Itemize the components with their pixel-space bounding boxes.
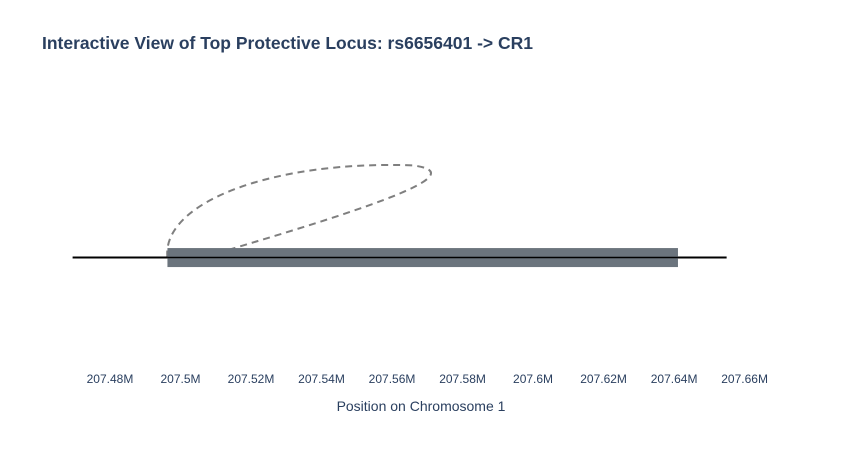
x-tick-label: 207.56M xyxy=(369,372,416,386)
x-tick-label: 207.52M xyxy=(228,372,275,386)
x-tick-label: 207.64M xyxy=(651,372,698,386)
snp-gene-link xyxy=(166,163,432,259)
x-axis-title: Position on Chromosome 1 xyxy=(337,398,506,414)
track-layer xyxy=(72,248,727,268)
x-tick-label: 207.58M xyxy=(439,372,486,386)
x-axis-ticks: 207.48M 207.5M 207.52M 207.54M 207.56M 207.58… xyxy=(87,372,768,386)
x-tick-label: 207.5M xyxy=(160,372,200,386)
link-layer xyxy=(166,163,432,259)
x-tick-label: 207.48M xyxy=(87,372,134,386)
x-tick-label: 207.66M xyxy=(721,372,768,386)
x-tick-label: 207.54M xyxy=(298,372,345,386)
x-tick-label: 207.6M xyxy=(513,372,553,386)
chart-title: Interactive View of Top Protective Locus… xyxy=(42,33,533,53)
x-tick-label: 207.62M xyxy=(580,372,627,386)
